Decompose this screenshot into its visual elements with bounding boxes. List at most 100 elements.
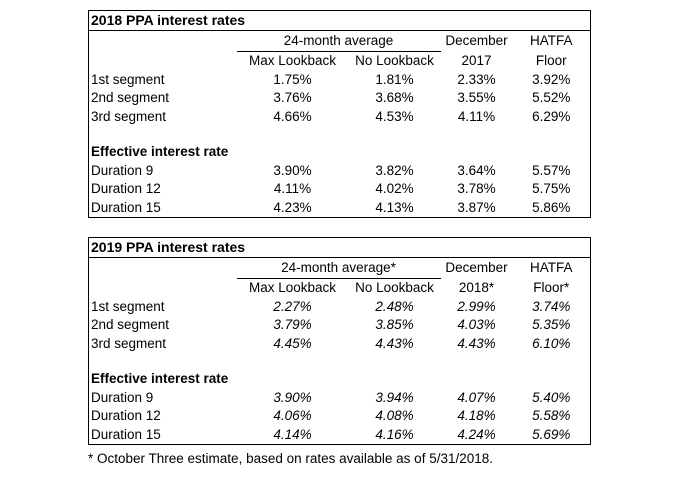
col-header-december: December <box>445 260 508 276</box>
col-header-hatfa: HATFA <box>530 260 573 276</box>
rate-value: 3.85% <box>375 317 414 333</box>
rate-value: 5.40% <box>532 389 571 405</box>
rate-value: 2.33% <box>457 71 496 87</box>
table-row: Duration 15 4.14% 4.16% 4.24% 5.69% <box>89 425 591 444</box>
section-heading: Effective interest rate <box>91 371 229 387</box>
rate-value: 4.45% <box>273 335 312 351</box>
rate-value: 3.90% <box>273 162 312 178</box>
rate-value: 4.11% <box>273 181 312 197</box>
col-header-year: 2017 <box>461 53 492 68</box>
rate-value: 5.58% <box>532 408 571 424</box>
spacer-row <box>89 126 591 143</box>
rate-value: 4.23% <box>273 199 312 215</box>
row-label: Duration 12 <box>91 408 161 424</box>
section-heading-row: Effective interest rate <box>89 143 591 162</box>
col-header-year: 2018* <box>458 280 495 295</box>
row-label: 1st segment <box>91 298 165 314</box>
rate-value: 3.92% <box>532 71 571 87</box>
rate-value: 4.43% <box>375 335 414 351</box>
rate-value: 6.29% <box>532 108 571 124</box>
group-header-24-month-average: 24-month average <box>236 30 441 52</box>
rate-value: 4.02% <box>375 181 414 197</box>
rate-value: 4.13% <box>375 199 414 215</box>
table-row: Duration 12 4.06% 4.08% 4.18% 5.58% <box>89 407 591 426</box>
col-header-no-lookback: No Lookback <box>355 280 434 296</box>
spacer-row <box>89 353 591 370</box>
rate-value: 4.43% <box>457 335 496 351</box>
col-header-max-lookback: Max Lookback <box>248 280 337 296</box>
rate-value: 3.87% <box>457 199 496 215</box>
rate-value: 6.10% <box>532 335 571 351</box>
col-header-hatfa: HATFA <box>530 33 573 49</box>
rate-value: 4.16% <box>375 426 414 442</box>
table-title: 2018 PPA interest rates <box>88 10 591 31</box>
table-row: 2nd segment 3.76% 3.68% 3.55% 5.52% <box>89 89 591 108</box>
rate-value: 3.82% <box>375 162 414 178</box>
rate-value: 1.81% <box>375 71 414 87</box>
section-heading-row: Effective interest rate <box>89 370 591 389</box>
header-sub-row: Max Lookback No Lookback 2017 Floor <box>89 51 591 70</box>
rate-value: 5.35% <box>532 317 571 333</box>
header-group-row: 24-month average* December HATFA <box>89 257 591 279</box>
footnote: * October Three estimate, based on rates… <box>88 451 493 466</box>
rate-value: 3.64% <box>457 162 496 178</box>
rate-value: 5.57% <box>532 162 571 178</box>
rate-value: 2.99% <box>457 298 496 314</box>
rate-value: 3.68% <box>375 90 414 106</box>
rate-value: 2.27% <box>273 298 312 314</box>
table-row: Duration 15 4.23% 4.13% 3.87% 5.86% <box>89 198 591 217</box>
table-row: Duration 12 4.11% 4.02% 3.78% 5.75% <box>89 180 591 199</box>
rate-value: 5.75% <box>532 181 571 197</box>
rate-value: 5.86% <box>532 199 571 215</box>
rate-value: 3.79% <box>273 317 312 333</box>
ppa-2018-table: 2018 PPA interest rates 24-month average… <box>88 10 592 218</box>
row-label: 3rd segment <box>91 335 167 351</box>
rate-value: 4.53% <box>375 108 414 124</box>
rate-value: 4.07% <box>457 389 496 405</box>
row-label: Duration 15 <box>91 426 161 442</box>
row-label: Duration 12 <box>91 181 161 197</box>
row-label: Duration 9 <box>91 389 154 405</box>
table-row: 1st segment 1.75% 1.81% 2.33% 3.92% <box>89 70 591 89</box>
table-row: Duration 9 3.90% 3.94% 4.07% 5.40% <box>89 388 591 407</box>
col-header-floor: Floor <box>535 53 567 68</box>
row-label: 2nd segment <box>91 90 170 106</box>
col-header-floor: Floor* <box>533 280 570 295</box>
rate-value: 4.14% <box>273 426 312 442</box>
rate-value: 3.94% <box>375 389 414 405</box>
section-heading: Effective interest rate <box>91 144 229 160</box>
rate-value: 1.75% <box>273 71 312 87</box>
rate-value: 4.11% <box>457 108 496 124</box>
row-label: 3rd segment <box>91 108 167 124</box>
col-header-december: December <box>445 33 508 49</box>
rate-value: 3.55% <box>457 90 496 106</box>
rate-value: 4.03% <box>457 317 496 333</box>
rate-value: 3.90% <box>273 389 312 405</box>
table-title-row: 2019 PPA interest rates <box>88 237 591 258</box>
rate-value: 3.78% <box>457 181 496 197</box>
table-row: 3rd segment 4.45% 4.43% 4.43% 6.10% <box>89 334 591 353</box>
table-title-row: 2018 PPA interest rates <box>88 10 591 31</box>
row-label: Duration 9 <box>91 162 154 178</box>
group-header-24-month-average: 24-month average* <box>236 257 441 279</box>
rate-value: 4.06% <box>273 408 312 424</box>
header-group-row: 24-month average December HATFA <box>89 30 591 52</box>
table-row: 2nd segment 3.79% 3.85% 4.03% 5.35% <box>89 316 591 335</box>
table-row: 1st segment 2.27% 2.48% 2.99% 3.74% <box>89 297 591 316</box>
rate-value: 2.48% <box>375 298 414 314</box>
ppa-2019-table: 2019 PPA interest rates 24-month average… <box>88 237 592 445</box>
rate-value: 5.69% <box>532 426 571 442</box>
rate-value: 4.24% <box>457 426 496 442</box>
table-row: Duration 9 3.90% 3.82% 3.64% 5.57% <box>89 161 591 180</box>
rate-value: 4.08% <box>375 408 414 424</box>
rate-value: 3.76% <box>273 90 312 106</box>
rate-value: 5.52% <box>532 90 571 106</box>
row-label: 1st segment <box>91 71 165 87</box>
row-label: Duration 15 <box>91 199 161 215</box>
table-row: 3rd segment 4.66% 4.53% 4.11% 6.29% <box>89 107 591 126</box>
row-label: 2nd segment <box>91 317 170 333</box>
header-sub-row: Max Lookback No Lookback 2018* Floor* <box>89 278 591 297</box>
rate-value: 4.66% <box>273 108 312 124</box>
rate-value: 4.18% <box>457 408 496 424</box>
